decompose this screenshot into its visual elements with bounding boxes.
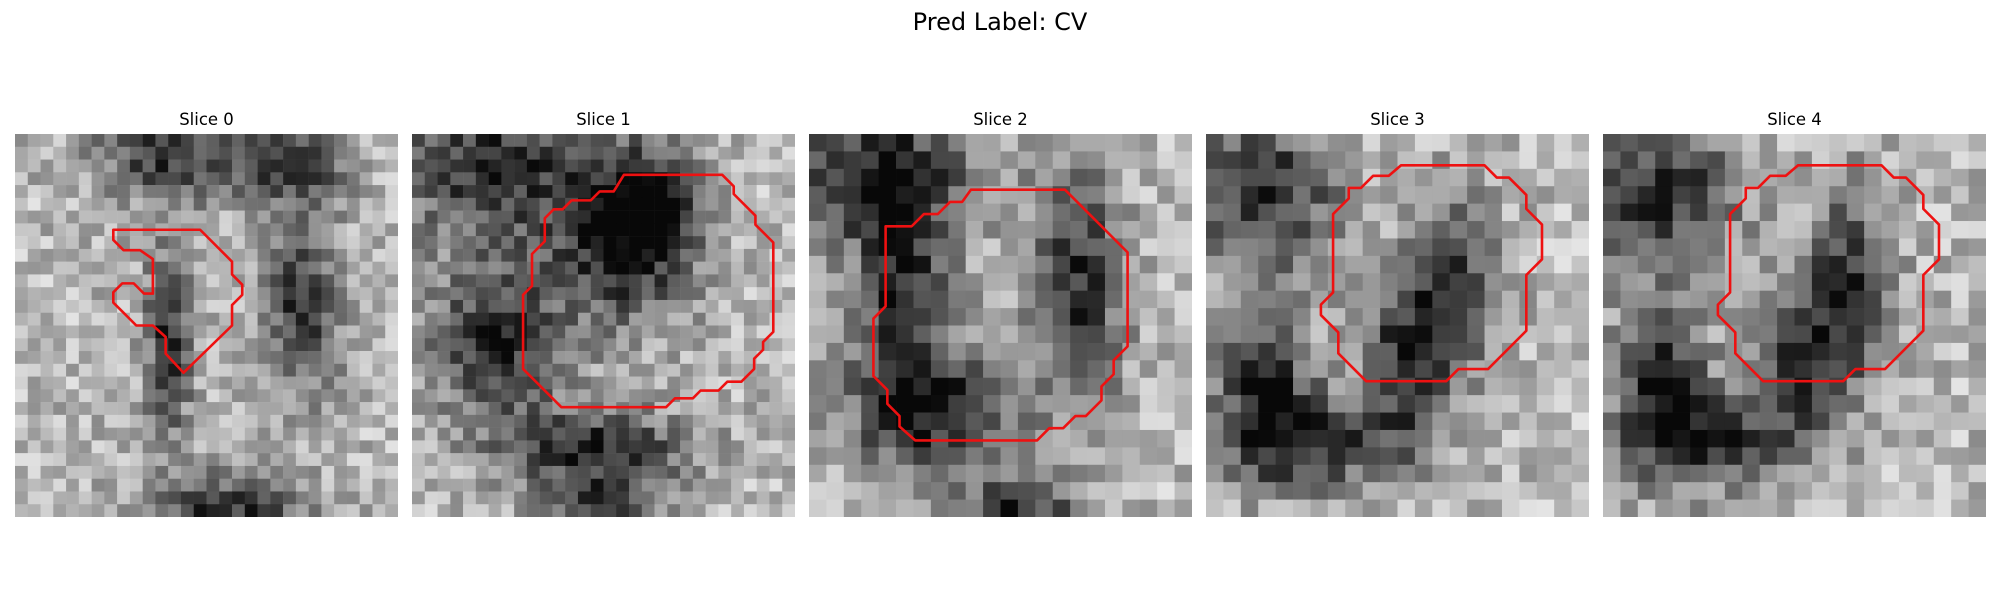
- pred-contour: [872, 188, 1129, 442]
- panel-title: Slice 3: [1370, 110, 1425, 129]
- slice-2-image: [809, 134, 1192, 517]
- pred-contour: [1319, 164, 1544, 383]
- panel-title: Slice 0: [179, 110, 234, 129]
- slice-0-image: [15, 134, 398, 517]
- pred-contour: [521, 173, 775, 409]
- figure-title: Pred Label: CV: [912, 8, 1088, 36]
- slice-4-image: [1603, 134, 1986, 517]
- pred-contour: [1716, 164, 1941, 383]
- slice-1-image: [412, 134, 795, 517]
- panel-title: Slice 2: [973, 110, 1028, 129]
- slice-3-image: [1206, 134, 1589, 517]
- panel-title: Slice 4: [1767, 110, 1822, 129]
- pred-contour: [112, 228, 244, 375]
- panel-title: Slice 1: [576, 110, 631, 129]
